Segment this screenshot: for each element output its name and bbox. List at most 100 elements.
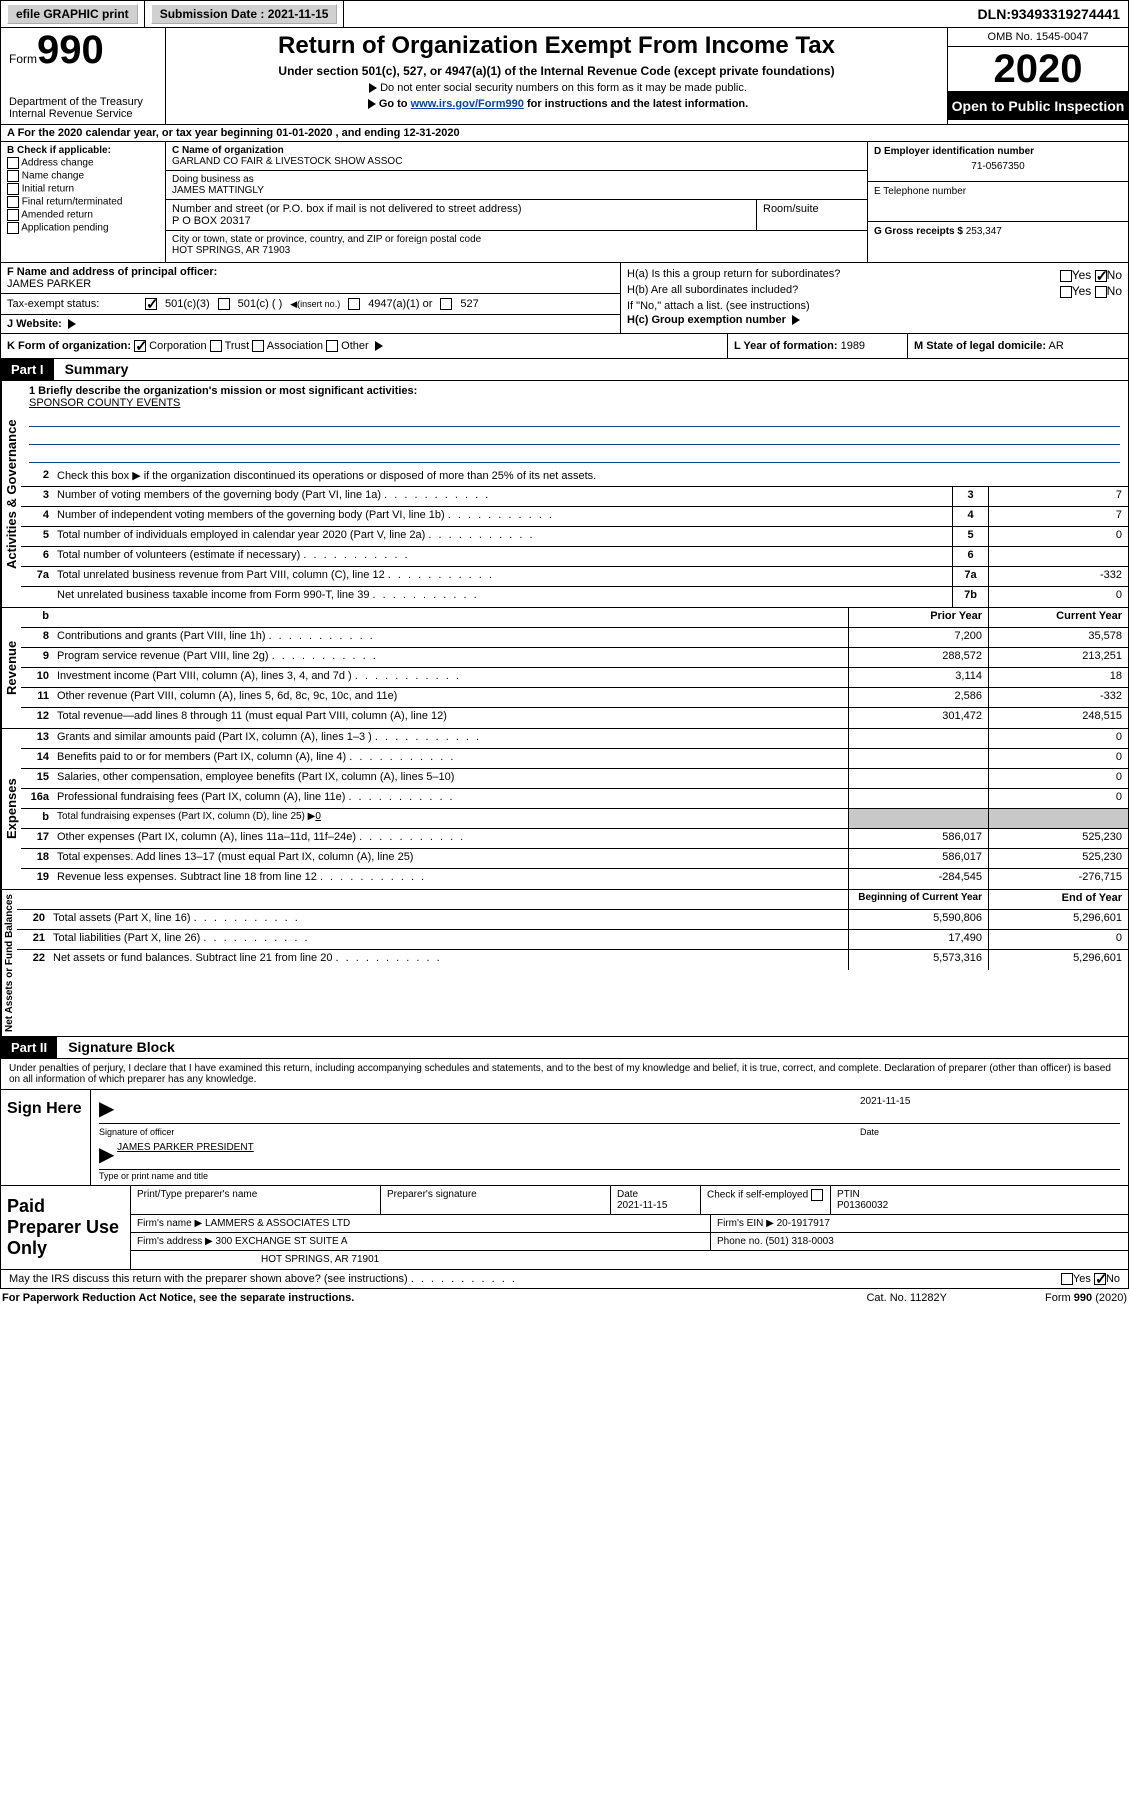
form-number: Form990	[9, 32, 157, 68]
form990-link[interactable]: www.irs.gov/Form990	[411, 98, 524, 110]
checkbox-name-change[interactable]	[7, 170, 19, 182]
paid-preparer-label: Paid Preparer Use Only	[1, 1186, 131, 1269]
section-b: B Check if applicable: Address change Na…	[1, 142, 166, 262]
checkbox-discuss-no[interactable]	[1094, 1273, 1106, 1285]
checkbox-501c3[interactable]	[145, 298, 157, 310]
val-4: 7	[988, 507, 1128, 526]
section-c: C Name of organizationGARLAND CO FAIR & …	[166, 142, 868, 262]
checkbox-hb-yes[interactable]	[1060, 286, 1072, 298]
row-a-taxyear: A For the 2020 calendar year, or tax yea…	[0, 125, 1129, 142]
arrow-icon	[375, 341, 383, 351]
checkbox-other[interactable]	[326, 340, 338, 352]
hb-note: If "No," attach a list. (see instruction…	[627, 300, 1122, 312]
tax-year: 2020	[948, 47, 1128, 92]
c17: 525,230	[988, 829, 1128, 848]
p9: 288,572	[848, 648, 988, 667]
tax-status-label: Tax-exempt status:	[7, 298, 137, 310]
dln: DLN: 93493319274441	[970, 1, 1128, 27]
part-i-header: Part I	[1, 359, 54, 380]
vtab-expenses: Expenses	[1, 729, 21, 889]
arrow-icon	[369, 83, 377, 93]
arrow-icon	[368, 99, 376, 109]
c9: 213,251	[988, 648, 1128, 667]
col-eoy: End of Year	[988, 890, 1128, 909]
checkbox-ha-yes[interactable]	[1060, 270, 1072, 282]
c15: 0	[988, 769, 1128, 788]
sig-date: 2021-11-15	[860, 1096, 1120, 1121]
dba-name: JAMES MATTINGLY	[172, 185, 861, 196]
section-k: K Form of organization: Corporation Trus…	[1, 334, 728, 358]
mission-text: SPONSOR COUNTY EVENTS	[29, 397, 1120, 409]
checkbox-amended-return[interactable]	[7, 209, 19, 221]
val-7b: 0	[988, 587, 1128, 607]
arrow-icon: ▶	[99, 1142, 114, 1167]
val-3: 7	[988, 487, 1128, 506]
telephone-label: E Telephone number	[874, 186, 1122, 197]
prep-date: 2021-11-15	[617, 1200, 667, 1211]
checkbox-assoc[interactable]	[252, 340, 264, 352]
org-name: GARLAND CO FAIR & LIVESTOCK SHOW ASSOC	[172, 156, 861, 167]
vtab-revenue: Revenue	[1, 608, 21, 728]
section-deg: D Employer identification number71-05673…	[868, 142, 1128, 262]
val-6	[988, 547, 1128, 566]
gross-receipts: 253,347	[966, 226, 1002, 237]
checkbox-527[interactable]	[440, 298, 452, 310]
part-i-title: Summary	[57, 358, 137, 380]
p11: 2,586	[848, 688, 988, 707]
p17: 586,017	[848, 829, 988, 848]
firm-ein: 20-1917917	[777, 1218, 830, 1229]
val-5: 0	[988, 527, 1128, 546]
c19: -276,715	[988, 869, 1128, 889]
p8: 7,200	[848, 628, 988, 647]
ein: 71-0567350	[874, 161, 1122, 172]
checkbox-501c[interactable]	[218, 298, 230, 310]
checkbox-ha-no[interactable]	[1095, 270, 1107, 282]
omb-number: OMB No. 1545-0047	[948, 28, 1128, 47]
p20: 5,590,806	[848, 910, 988, 929]
firm-addr2: HOT SPRINGS, AR 71901	[131, 1251, 1128, 1268]
vtab-governance: Activities & Governance	[1, 381, 21, 607]
checkbox-corp[interactable]	[134, 340, 146, 352]
submission-button[interactable]: Submission Date : 2021-11-15	[151, 4, 338, 24]
checkbox-address-change[interactable]	[7, 157, 19, 169]
section-m: M State of legal domicile: AR	[908, 334, 1128, 358]
c18: 525,230	[988, 849, 1128, 868]
website-label: J Website:	[7, 318, 62, 330]
form-subtitle: Under section 501(c), 527, or 4947(a)(1)…	[174, 64, 939, 78]
checkbox-final-return[interactable]	[7, 196, 19, 208]
checkbox-initial-return[interactable]	[7, 183, 19, 195]
form-title: Return of Organization Exempt From Incom…	[174, 32, 939, 60]
efile-button[interactable]: efile GRAPHIC print	[7, 4, 138, 24]
firm-phone: (501) 318-0003	[765, 1236, 833, 1247]
c8: 35,578	[988, 628, 1128, 647]
c11: -332	[988, 688, 1128, 707]
p10: 3,114	[848, 668, 988, 687]
checkbox-hb-no[interactable]	[1095, 286, 1107, 298]
sign-here-label: Sign Here	[1, 1090, 91, 1185]
checkbox-self-employed[interactable]	[811, 1189, 823, 1201]
col-prior-year: Prior Year	[848, 608, 988, 627]
checkbox-discuss-yes[interactable]	[1061, 1273, 1073, 1285]
dept-treasury: Department of the Treasury	[9, 96, 157, 108]
arrow-icon	[792, 315, 800, 325]
checkbox-application-pending[interactable]	[7, 222, 19, 234]
p21: 17,490	[848, 930, 988, 949]
col-current-year: Current Year	[988, 608, 1128, 627]
c16a: 0	[988, 789, 1128, 808]
c21: 0	[988, 930, 1128, 949]
room-suite-label: Room/suite	[757, 200, 867, 230]
city-state-zip: HOT SPRINGS, AR 71903	[172, 245, 861, 256]
c13: 0	[988, 729, 1128, 748]
part-ii-title: Signature Block	[60, 1036, 183, 1058]
form-header: Form990 Department of the Treasury Inter…	[0, 28, 1129, 125]
ptin: P01360032	[837, 1200, 888, 1211]
checkbox-4947[interactable]	[348, 298, 360, 310]
pra-notice: For Paperwork Reduction Act Notice, see …	[2, 1292, 866, 1304]
p12: 301,472	[848, 708, 988, 728]
checkbox-trust[interactable]	[210, 340, 222, 352]
dept-irs: Internal Revenue Service	[9, 108, 157, 120]
c12: 248,515	[988, 708, 1128, 728]
part-ii-header: Part II	[1, 1037, 57, 1058]
c10: 18	[988, 668, 1128, 687]
vtab-netassets: Net Assets or Fund Balances	[1, 890, 17, 1036]
